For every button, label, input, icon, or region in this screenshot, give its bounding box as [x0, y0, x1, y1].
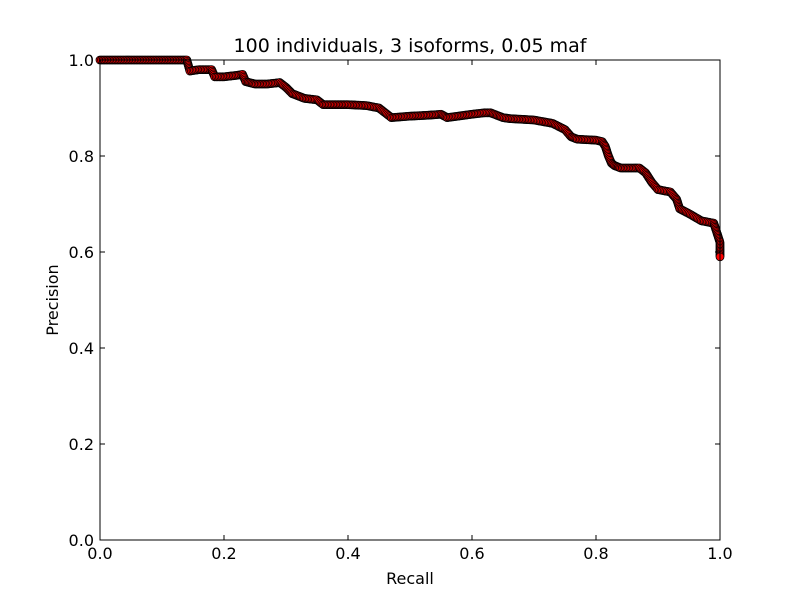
axis-ticks: 0.0 0.2 0.4 0.6 0.8 1.0 0.0 0.2 0.4 0.6 0.8 1.0	[69, 51, 733, 563]
x-tick-label: 0.0	[87, 544, 112, 563]
y-tick-label: 0.0	[69, 531, 94, 550]
y-axis-label: Precision	[43, 264, 62, 335]
x-tick-label: 1.0	[707, 544, 732, 563]
plot-frame	[99, 59, 721, 541]
y-tick-label: 1.0	[69, 51, 94, 70]
y-tick-label: 0.6	[69, 243, 94, 262]
data-points	[95, 55, 725, 262]
y-tick-label: 0.4	[69, 339, 94, 358]
x-tick-label: 0.8	[583, 544, 608, 563]
y-tick-label: 0.8	[69, 147, 94, 166]
x-tick-label: 0.6	[459, 544, 484, 563]
x-tick-label: 0.4	[335, 544, 360, 563]
chart-title: 100 individuals, 3 isoforms, 0.05 maf	[234, 35, 588, 57]
x-axis-label: Recall	[386, 569, 434, 588]
y-tick-label: 0.2	[69, 435, 94, 454]
x-tick-label: 0.2	[211, 544, 236, 563]
